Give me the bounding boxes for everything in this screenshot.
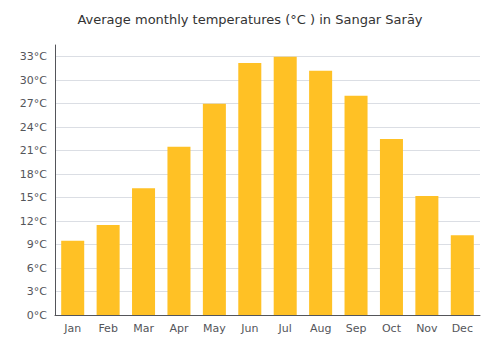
svg-text:Sep: Sep	[346, 322, 367, 335]
svg-text:Aug: Aug	[310, 322, 331, 335]
svg-text:21°C: 21°C	[20, 144, 47, 157]
svg-text:Jun: Jun	[240, 322, 258, 335]
svg-text:33°C: 33°C	[20, 50, 47, 63]
svg-text:9°C: 9°C	[27, 238, 47, 251]
svg-text:6°C: 6°C	[27, 262, 47, 275]
svg-text:3°C: 3°C	[27, 285, 47, 298]
svg-text:15°C: 15°C	[20, 191, 47, 204]
svg-text:24°C: 24°C	[20, 121, 47, 134]
svg-text:0°C: 0°C	[27, 309, 47, 322]
svg-text:Apr: Apr	[169, 322, 189, 335]
svg-text:Jul: Jul	[278, 322, 292, 335]
svg-text:Feb: Feb	[98, 322, 117, 335]
svg-text:Mar: Mar	[133, 322, 154, 335]
svg-text:Jan: Jan	[63, 322, 81, 335]
svg-text:Nov: Nov	[416, 322, 438, 335]
svg-text:Dec: Dec	[452, 322, 473, 335]
svg-text:Oct: Oct	[382, 322, 402, 335]
svg-text:May: May	[203, 322, 226, 335]
svg-text:30°C: 30°C	[20, 74, 47, 87]
svg-text:Average monthly temperatures (: Average monthly temperatures (°C ) in Sa…	[77, 12, 422, 27]
svg-text:12°C: 12°C	[20, 215, 47, 228]
svg-text:18°C: 18°C	[20, 168, 47, 181]
svg-text:27°C: 27°C	[20, 97, 47, 110]
